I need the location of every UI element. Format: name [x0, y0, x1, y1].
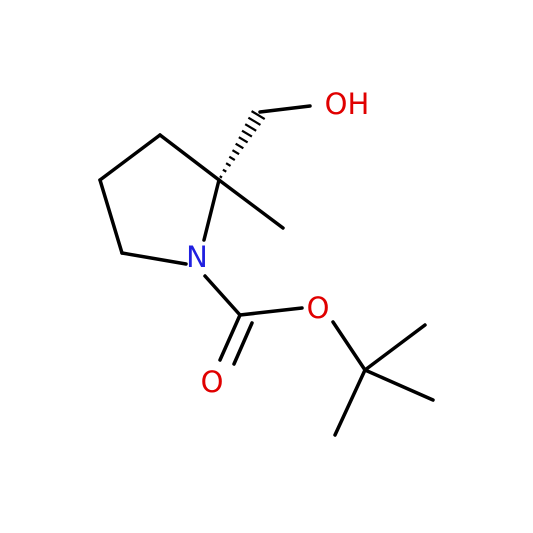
- atom-label: O: [307, 291, 330, 325]
- hash-line: [241, 129, 253, 138]
- bond: [333, 368, 367, 437]
- bond: [232, 321, 254, 366]
- bond: [258, 104, 312, 114]
- bond: [238, 306, 304, 317]
- atom-label: OH: [325, 87, 370, 121]
- hash-line: [238, 136, 249, 144]
- hash-line: [244, 123, 257, 132]
- hash-line: [235, 142, 244, 150]
- bond: [331, 320, 367, 372]
- hash-line: [231, 149, 240, 156]
- bond: [120, 251, 188, 266]
- hash-line: [250, 110, 266, 120]
- bond: [363, 368, 435, 402]
- bond: [218, 313, 242, 362]
- bonds: [98, 104, 435, 437]
- bond: [98, 133, 162, 182]
- bond: [98, 178, 124, 255]
- bond: [203, 274, 242, 317]
- hash-line: [228, 155, 236, 161]
- bond: [217, 178, 285, 230]
- hash-line: [219, 175, 223, 179]
- hash-line: [247, 116, 262, 126]
- bond: [158, 133, 221, 182]
- hash-line: [225, 162, 232, 167]
- hash-line: [222, 168, 227, 173]
- hashed-wedge: [219, 110, 266, 179]
- atom-label: O: [201, 365, 224, 399]
- bond: [202, 178, 221, 242]
- atom-label: N: [186, 240, 208, 274]
- bond: [363, 323, 427, 372]
